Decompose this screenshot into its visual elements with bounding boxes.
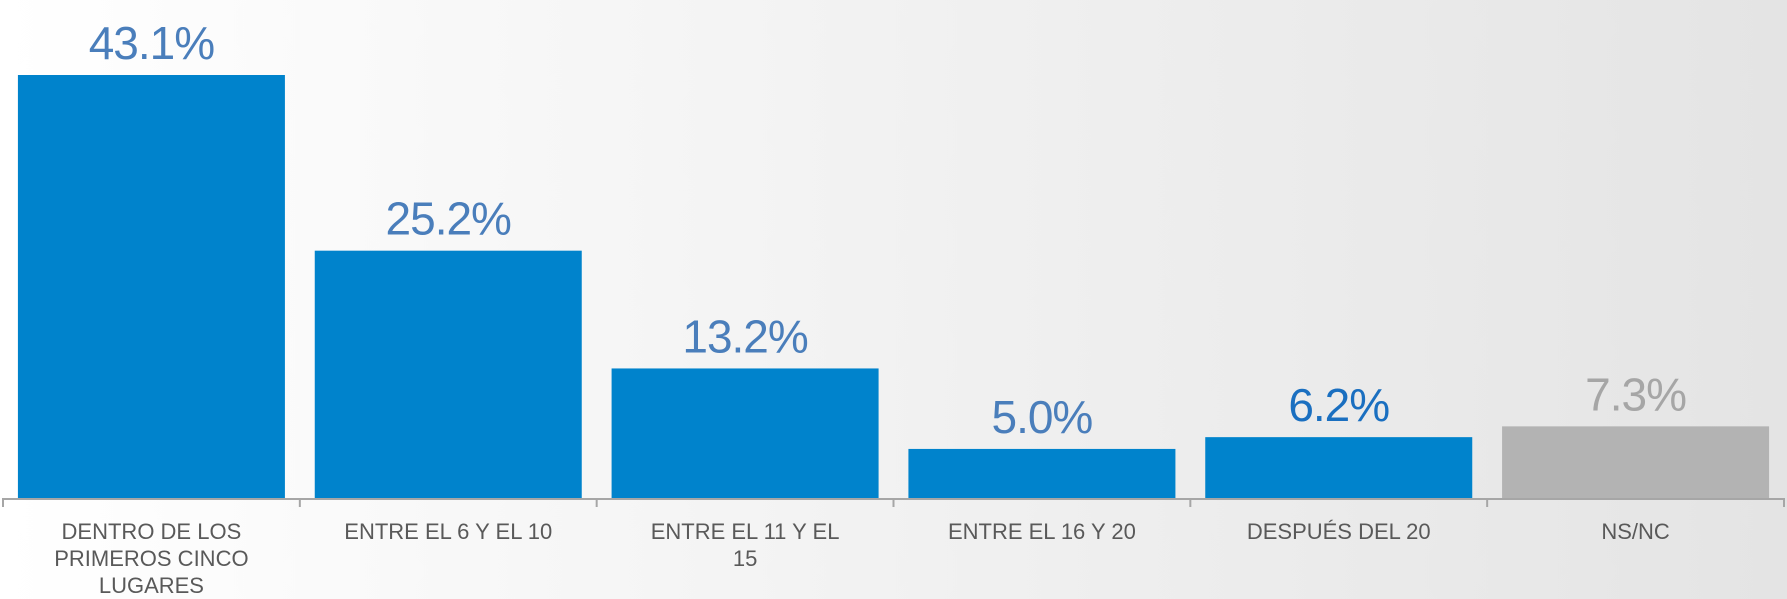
x-tick-label: ENTRE EL 11 Y EL 15 bbox=[650, 519, 840, 571]
x-tick-label: DENTRO DE LOS PRIMEROS CINCO LUGARES bbox=[54, 519, 249, 598]
x-tick-label: ENTRE EL 16 Y 20 bbox=[947, 519, 1136, 544]
bar bbox=[1502, 426, 1770, 498]
bar bbox=[314, 250, 582, 498]
x-tick-label: ENTRE EL 6 Y EL 10 bbox=[344, 519, 553, 544]
value-label: 43.1% bbox=[89, 17, 215, 69]
value-label: 5.0% bbox=[991, 391, 1092, 443]
x-tick-label: DESPUÉS DEL 20 bbox=[1246, 519, 1431, 544]
bar bbox=[611, 368, 879, 498]
value-label: 7.3% bbox=[1585, 368, 1686, 420]
bar bbox=[17, 75, 285, 498]
x-tick-label: NS/NC bbox=[1601, 519, 1670, 544]
bar bbox=[1205, 437, 1473, 498]
bar bbox=[908, 448, 1176, 498]
value-label: 6.2% bbox=[1288, 379, 1389, 431]
value-label: 25.2% bbox=[386, 193, 512, 245]
value-label: 13.2% bbox=[682, 310, 808, 362]
